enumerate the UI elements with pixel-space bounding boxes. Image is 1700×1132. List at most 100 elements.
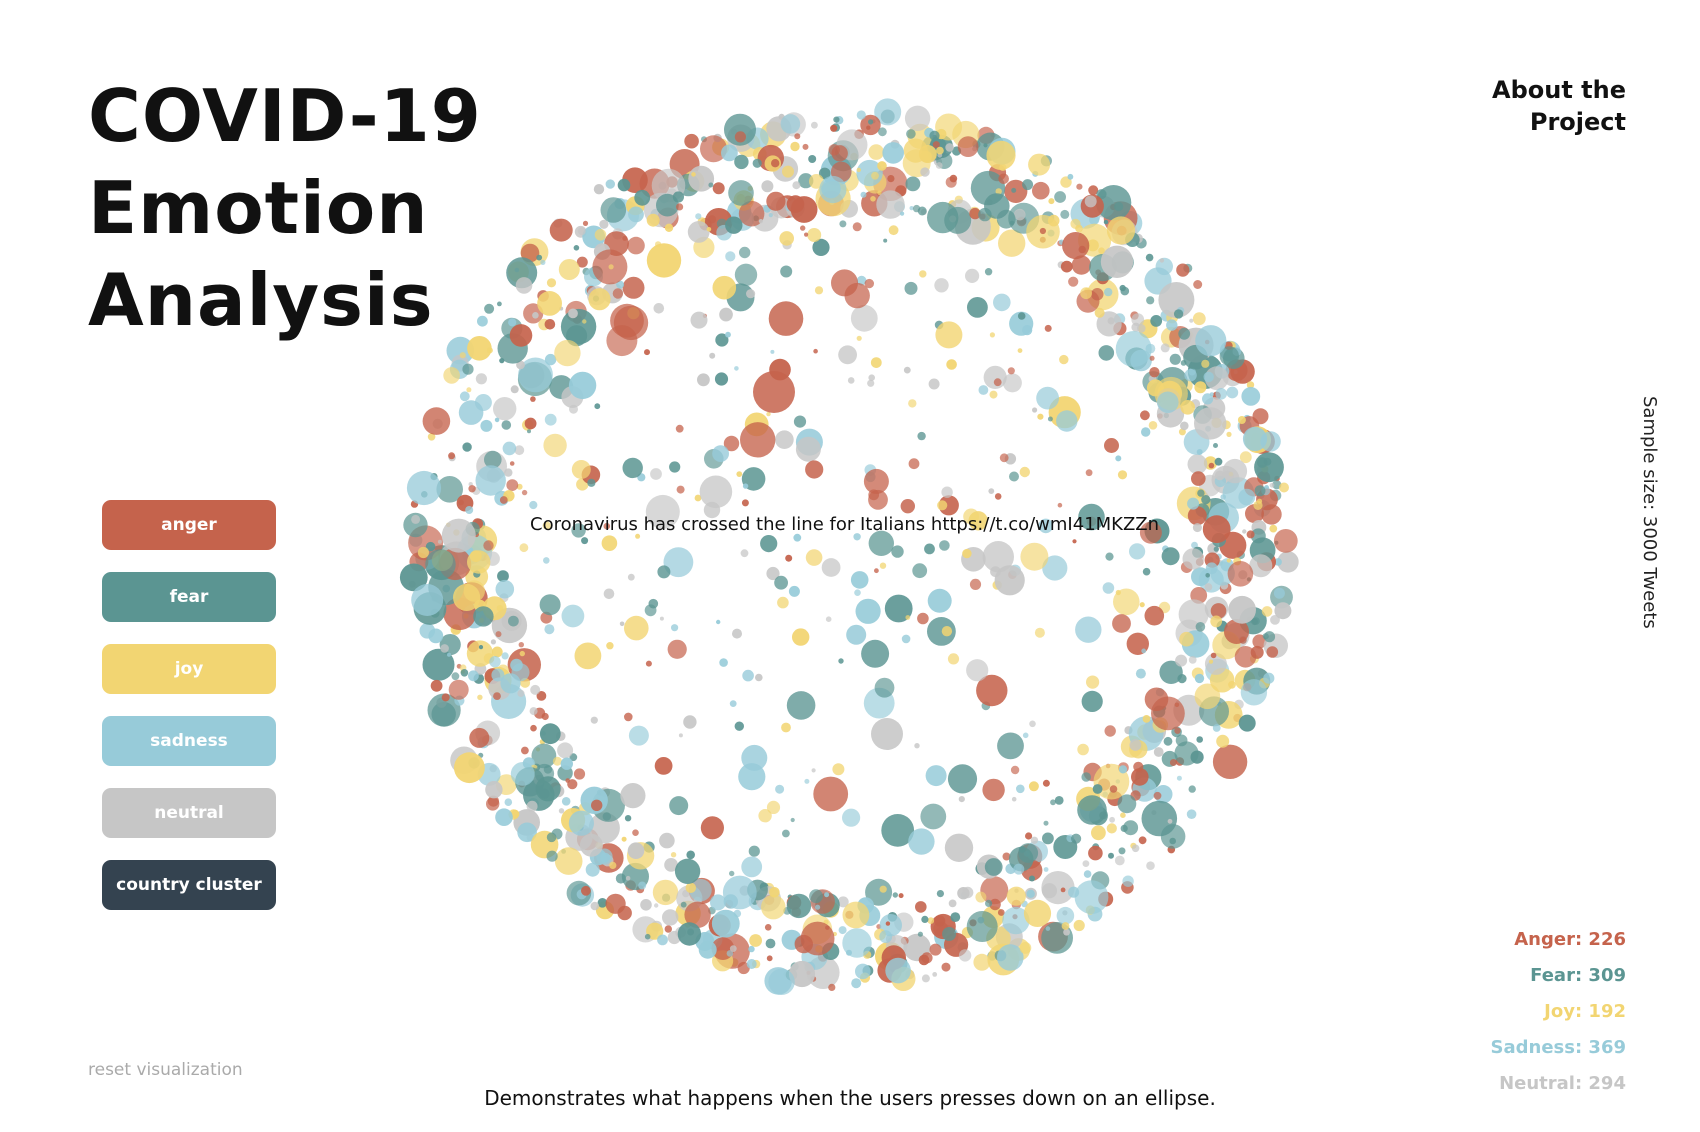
tweet-bubble[interactable] [839,220,847,228]
tweet-bubble[interactable] [603,588,615,600]
tweet-bubble[interactable] [640,899,652,911]
tweet-bubble[interactable] [842,928,872,958]
tweet-bubble[interactable] [490,639,496,645]
tweet-bubble[interactable] [967,297,988,318]
tweet-bubble[interactable] [898,893,904,899]
tweet-bubble[interactable] [1219,346,1239,366]
tweet-bubble[interactable] [680,901,687,908]
tweet-bubble[interactable] [1068,886,1080,898]
tweet-bubble[interactable] [486,347,493,354]
tweet-bubble[interactable] [582,220,589,226]
tweet-bubble[interactable] [622,276,645,299]
tweet-bubble[interactable] [437,539,442,544]
tweet-bubble[interactable] [865,878,893,906]
tweet-bubble[interactable] [577,227,586,236]
tweet-bubble[interactable] [620,783,646,809]
tweet-bubble[interactable] [1202,515,1231,544]
tweet-bubble[interactable] [864,278,874,289]
tweet-bubble[interactable] [521,489,528,496]
tweet-bubble[interactable] [853,533,861,541]
tweet-bubble[interactable] [428,628,444,644]
tweet-bubble[interactable] [1011,187,1017,193]
tweet-bubble[interactable] [1201,359,1210,368]
tweet-bubble[interactable] [976,674,1008,707]
tweet-bubble[interactable] [646,213,660,227]
tweet-bubble[interactable] [645,494,680,529]
tweet-bubble[interactable] [1238,714,1256,732]
tweet-bubble[interactable] [1273,587,1285,599]
tweet-bubble[interactable] [965,268,980,283]
tweet-bubble[interactable] [982,541,1014,573]
tweet-bubble[interactable] [760,535,778,553]
legend-neutral-button[interactable]: neutral [102,788,276,838]
tweet-bubble[interactable] [1020,542,1049,571]
tweet-bubble[interactable] [868,374,875,382]
tweet-bubble[interactable] [1142,567,1151,576]
tweet-bubble[interactable] [719,658,728,667]
tweet-bubble[interactable] [526,800,538,812]
tweet-bubble[interactable] [654,903,659,908]
tweet-bubble[interactable] [838,926,847,935]
tweet-bubble[interactable] [671,624,679,632]
tweet-bubble[interactable] [781,722,791,733]
tweet-bubble[interactable] [530,724,537,732]
tweet-bubble[interactable] [742,483,749,489]
tweet-bubble[interactable] [1025,832,1033,840]
tweet-bubble[interactable] [904,281,918,295]
tweet-bubble[interactable] [652,879,679,906]
tweet-bubble[interactable] [1022,732,1029,739]
tweet-bubble[interactable] [536,254,543,261]
tweet-bubble[interactable] [790,817,795,823]
tweet-bubble[interactable] [1019,942,1032,954]
tweet-bubble[interactable] [1151,696,1185,731]
tweet-bubble[interactable] [554,847,583,875]
tweet-bubble[interactable] [590,716,598,724]
tweet-bubble[interactable] [466,387,472,393]
tweet-bubble[interactable] [788,585,800,597]
tweet-bubble[interactable] [1153,791,1162,800]
tweet-bubble[interactable] [605,179,615,189]
tweet-bubble[interactable] [734,131,746,143]
tweet-bubble[interactable] [1174,702,1180,708]
tweet-bubble[interactable] [544,413,557,426]
tweet-bubble[interactable] [811,121,818,129]
tweet-bubble[interactable] [1032,181,1050,200]
tweet-bubble[interactable] [1195,325,1227,357]
tweet-bubble[interactable] [1076,183,1083,190]
tweet-bubble[interactable] [885,921,891,926]
tweet-bubble[interactable] [447,652,451,657]
tweet-bubble[interactable] [441,693,450,702]
tweet-bubble[interactable] [465,506,474,514]
tweet-bubble[interactable] [917,612,929,625]
tweet-bubble[interactable] [552,756,562,766]
tweet-bubble[interactable] [1266,646,1279,658]
tweet-bubble[interactable] [495,631,502,638]
tweet-bubble[interactable] [662,909,679,926]
tweet-bubble[interactable] [771,159,780,168]
tweet-bubble[interactable] [694,494,702,502]
tweet-bubble[interactable] [707,215,717,224]
tweet-bubble[interactable] [1059,354,1069,365]
tweet-bubble[interactable] [1038,518,1054,534]
tweet-bubble[interactable] [1044,324,1052,332]
tweet-bubble[interactable] [982,778,1005,802]
tweet-bubble[interactable] [874,568,879,574]
tweet-bubble[interactable] [764,924,772,931]
tweet-bubble[interactable] [1041,883,1057,899]
tweet-bubble[interactable] [1210,603,1227,619]
tweet-bubble[interactable] [546,278,557,288]
tweet-bubble[interactable] [850,304,878,332]
tweet-bubble[interactable] [804,232,809,237]
tweet-bubble[interactable] [1032,407,1038,413]
tweet-bubble[interactable] [411,514,421,524]
tweet-bubble[interactable] [1189,318,1194,323]
tweet-bubble[interactable] [746,959,757,969]
tweet-bubble[interactable] [1180,360,1187,366]
tweet-bubble[interactable] [766,955,773,962]
tweet-bubble[interactable] [741,856,763,878]
tweet-bubble[interactable] [984,268,993,276]
tweet-bubble[interactable] [624,615,649,641]
tweet-bubble[interactable] [877,190,882,195]
tweet-bubble[interactable] [1129,543,1146,560]
tweet-bubble[interactable] [997,944,1024,971]
